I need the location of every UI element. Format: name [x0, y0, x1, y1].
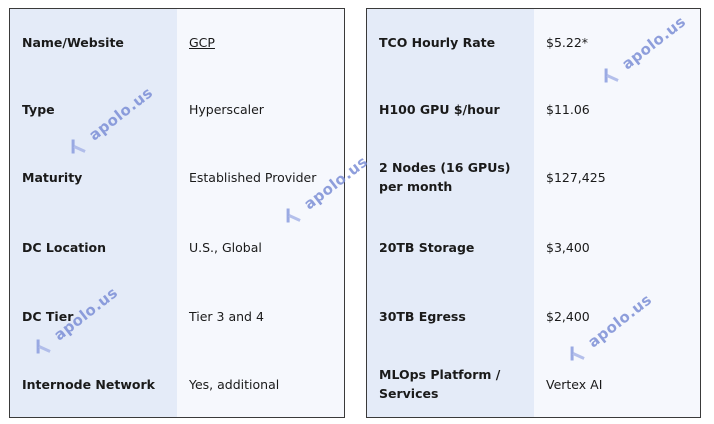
row-value-internode-network: Yes, additional	[189, 376, 280, 392]
row-label-internode-network: Internode Network	[22, 376, 155, 392]
row-value-30tb-egress: $2,400	[546, 309, 590, 325]
row-value-2-nodes-per-month: $127,425	[546, 169, 606, 185]
row-value-20tb-storage: $3,400	[546, 239, 590, 255]
row-value-dc-tier: Tier 3 and 4	[189, 309, 264, 325]
row-value-dc-location: U.S., Global	[189, 239, 262, 255]
row-value-tco-hourly-rate: $5.22*	[546, 34, 589, 50]
table-row: TCO Hourly Rate $5.22*	[367, 9, 700, 76]
row-value-mlops-platform: Vertex AI	[546, 376, 603, 392]
table-row: DC Tier Tier 3 and 4	[10, 283, 344, 352]
table-row: Type Hyperscaler	[10, 76, 344, 143]
row-label-20tb-storage: 20TB Storage	[379, 239, 475, 255]
table-row: 2 Nodes (16 GPUs) per month $127,425	[367, 142, 700, 212]
row-label-dc-location: DC Location	[22, 239, 107, 255]
table-row: Maturity Established Provider	[10, 142, 344, 212]
row-label-tco-hourly-rate: TCO Hourly Rate	[379, 34, 496, 50]
row-value-h100-gpu-hour: $11.06	[546, 101, 590, 117]
left-table: Name/Website GCP Type Hyperscaler Maturi…	[9, 8, 345, 418]
table-row: H100 GPU $/hour $11.06	[367, 76, 700, 143]
website-link[interactable]: GCP	[189, 34, 215, 50]
table-row: 20TB Storage $3,400	[367, 212, 700, 283]
table-row: 30TB Egress $2,400	[367, 283, 700, 352]
row-label-dc-tier: DC Tier	[22, 309, 74, 325]
table-row: MLOps Platform / Services Vertex AI	[367, 351, 700, 417]
row-label-name-website: Name/Website	[22, 34, 124, 50]
row-label-h100-gpu-hour: H100 GPU $/hour	[379, 101, 500, 117]
table-row: Name/Website GCP	[10, 9, 344, 76]
row-label-type: Type	[22, 101, 55, 117]
row-value-maturity: Established Provider	[189, 169, 317, 185]
row-label-mlops-platform: MLOps Platform / Services	[379, 367, 501, 402]
table-row: Internode Network Yes, additional	[10, 351, 344, 417]
row-label-30tb-egress: 30TB Egress	[379, 309, 466, 325]
right-table: TCO Hourly Rate $5.22* H100 GPU $/hour $…	[366, 8, 701, 418]
row-label-maturity: Maturity	[22, 169, 83, 185]
row-label-2-nodes-per-month: 2 Nodes (16 GPUs) per month	[379, 160, 511, 195]
table-row: DC Location U.S., Global	[10, 212, 344, 283]
row-value-type: Hyperscaler	[189, 101, 264, 117]
